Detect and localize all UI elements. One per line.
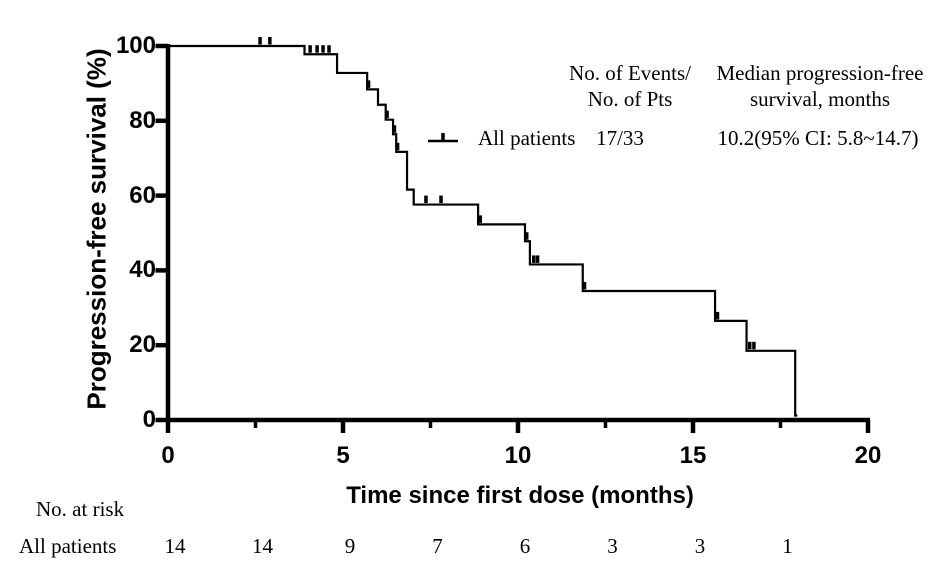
x-tick-label-0: 0 — [161, 442, 175, 469]
risk-table-row-label: All patients — [19, 534, 117, 558]
legend-events-value: 17/33 — [596, 126, 644, 150]
legend-col1-header-line1: No. of Events/ — [569, 61, 691, 85]
x-tick-label-5: 5 — [336, 442, 350, 469]
risk-value-t17-5: 1 — [782, 534, 793, 558]
y-tick-label-40: 40 — [129, 256, 156, 283]
legend-marker-icon — [428, 133, 458, 143]
x-tick-label-15: 15 — [679, 442, 707, 469]
y-tick-label-80: 80 — [129, 107, 156, 134]
legend-median-value: 10.2(95% CI: 5.8~14.7) — [717, 126, 919, 150]
legend-col2-header-line2: survival, months — [750, 87, 890, 111]
axis-ticks — [155, 43, 871, 433]
y-tick-label-100: 100 — [115, 32, 156, 59]
legend-col1-header-line2: No. of Pts — [587, 87, 673, 111]
x-tick-label-20: 20 — [854, 442, 882, 469]
risk-value-t5: 9 — [344, 534, 356, 558]
risk-value-t12-5: 3 — [607, 534, 618, 558]
x-axis-title: Time since first dose (months) — [346, 482, 694, 509]
risk-value-t0: 14 — [164, 534, 186, 558]
x-tick-label-10: 10 — [504, 442, 532, 469]
legend-col2-header-line1: Median progression-free — [716, 61, 924, 85]
km-curve — [168, 37, 798, 417]
y-tick-label-60: 60 — [129, 182, 156, 209]
risk-value-t10: 6 — [519, 534, 531, 558]
y-tick-label-20: 20 — [129, 331, 156, 358]
y-tick-label-0: 0 — [142, 406, 156, 433]
risk-value-t15: 3 — [694, 534, 706, 558]
legend-series-label: All patients — [478, 126, 576, 150]
risk-value-t2-5: 14 — [252, 534, 273, 558]
risk-value-t7-5: 7 — [432, 534, 443, 558]
risk-table-caption: No. at risk — [36, 497, 125, 521]
